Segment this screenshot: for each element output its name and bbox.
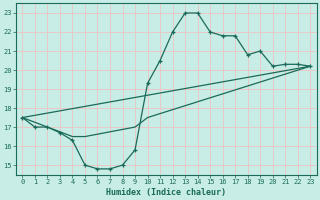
X-axis label: Humidex (Indice chaleur): Humidex (Indice chaleur) — [106, 188, 226, 197]
